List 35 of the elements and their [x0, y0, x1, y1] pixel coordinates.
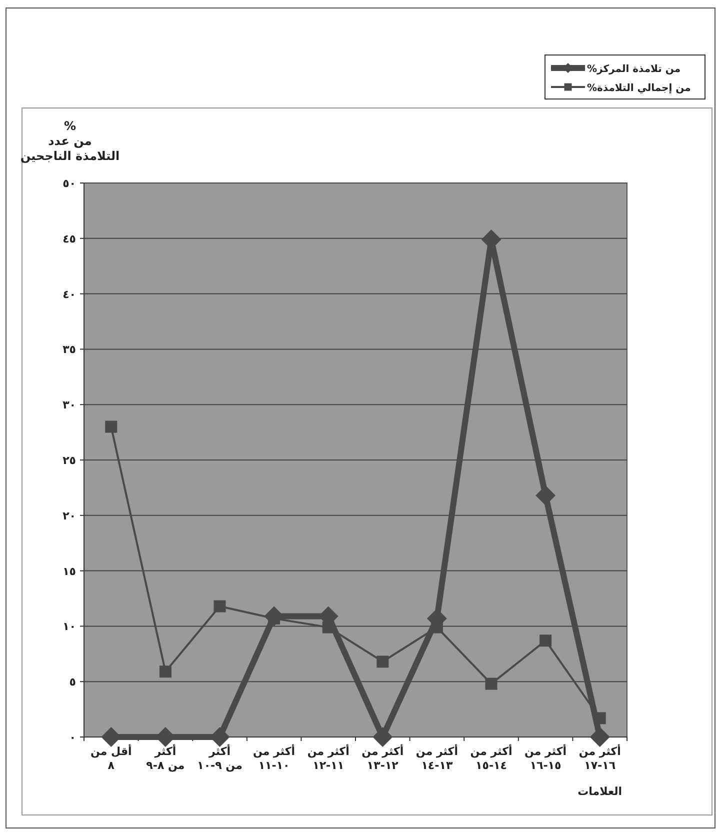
y-tick-label: ٣٥	[62, 343, 76, 356]
y-tick-label: ١٥	[62, 564, 76, 578]
y-tick-label: ٤٥	[62, 232, 76, 246]
y-axis-title: % من عدد التلامذة الناجحين	[20, 119, 120, 163]
x-tick-label: أكثر من ١٥-١٦	[524, 744, 567, 772]
point	[105, 420, 118, 433]
y-tick-label: ١٠	[62, 620, 76, 634]
legend-label: من تلامذة المركز%	[587, 64, 681, 75]
x-tick-label: أكثر من ٨-٩	[146, 744, 185, 772]
point	[540, 634, 552, 647]
y-tick-label: ٥٠	[62, 177, 76, 190]
x-tick-label: أكثر من ١١-١٢	[307, 744, 350, 772]
x-tick-label: أكثر من ١٣-١٤	[416, 744, 458, 772]
x-tick-label: أكثر من ١٢-١٣	[362, 744, 404, 772]
x-tick-label: أكثر من ١٤-١٥	[470, 744, 512, 772]
y-tick-label: ٠	[69, 731, 76, 744]
point	[430, 621, 443, 634]
y-tick-label: ٢٥	[62, 454, 76, 467]
y-tick-label: ٥	[69, 676, 76, 689]
point	[214, 600, 226, 612]
y-tick-label: ٢٠	[62, 509, 76, 522]
y-tick-label: ٤٠	[62, 288, 76, 301]
legend-label: من إجمالي التلامذة%	[587, 83, 691, 94]
point	[536, 485, 556, 506]
point	[485, 678, 498, 690]
x-tick-label: أكثر من ١٦-١٧	[578, 744, 621, 772]
point	[376, 656, 389, 668]
x-tick-label: أكثر من ٩-١٠	[197, 744, 242, 772]
x-axis-title: العلامات	[578, 785, 622, 798]
y-tick-label: ٣٠	[62, 398, 76, 412]
point	[159, 666, 172, 678]
point	[594, 712, 606, 724]
x-tick-label: أكثر من ١٠-١١	[253, 744, 296, 772]
x-tick-label: أقل من ٨	[90, 744, 132, 772]
point	[322, 621, 334, 634]
